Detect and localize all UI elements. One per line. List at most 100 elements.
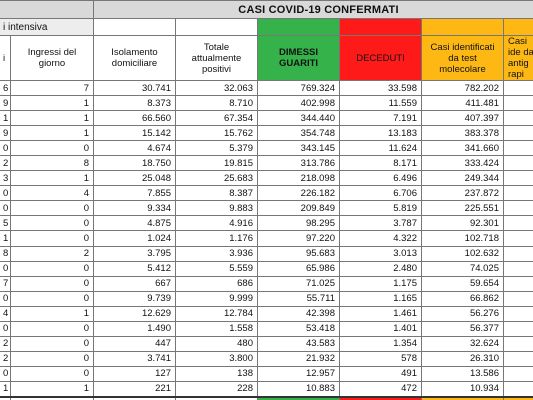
table-row: 2 0 3.741 3.800 21.932 578 26.310 (0, 350, 533, 367)
table-row: 0 4 7.855 8.387 226.182 6.706 237.872 (0, 185, 533, 202)
cell-col-antigenico (502, 290, 533, 307)
cell-col-guariti: 97.220 (257, 230, 340, 247)
header-totale-positivi: Totale attualmente positivi (175, 35, 258, 81)
sub-blank-red (339, 18, 422, 36)
cell-col-ti: 1 (0, 110, 11, 127)
cell-col-antigenico (502, 155, 533, 172)
cell-col-ti: 1 (0, 230, 11, 247)
cell-col-deceduti: 472 (339, 380, 422, 398)
cell-col-antigenico (502, 125, 533, 142)
cell-col-ingressi: 0 (10, 290, 94, 307)
cell-col-antigenico (502, 380, 533, 398)
cell-col-antigenico (502, 230, 533, 247)
cell-col-molecolare: 341.660 (421, 140, 504, 157)
cell-col-deceduti: 11.624 (339, 140, 422, 157)
cell-col-molecolare: 383.378 (421, 125, 504, 142)
cell-col-molecolare: 92.301 (421, 215, 504, 232)
cell-col-isolamento: 3.795 (93, 245, 176, 262)
cell-col-totale: 9.999 (175, 290, 258, 307)
title-lead-cell (0, 0, 94, 19)
table-row: 2 8 18.750 19.815 313.786 8.171 333.424 (0, 155, 533, 172)
cell-col-antigenico (502, 365, 533, 382)
cell-col-ingressi: 7 (10, 79, 94, 97)
terapia-intensiva-subheader: i intensiva (0, 18, 94, 36)
cell-col-deceduti: 33.598 (339, 79, 422, 97)
cell-col-molecolare: 59.654 (421, 275, 504, 292)
table-row: 0 0 127 138 12.957 491 13.586 (0, 365, 533, 382)
cell-col-deceduti: 11.559 (339, 95, 422, 112)
cell-col-ingressi: 0 (10, 275, 94, 292)
cell-col-deceduti: 578 (339, 350, 422, 367)
cell-col-antigenico (502, 79, 533, 97)
cell-col-antigenico (502, 260, 533, 277)
cell-col-deceduti: 4.322 (339, 230, 422, 247)
cell-col-isolamento: 127 (93, 365, 176, 382)
cell-col-deceduti: 6.496 (339, 170, 422, 187)
cell-col-isolamento: 30.741 (93, 79, 176, 97)
cell-col-isolamento: 66.560 (93, 110, 176, 127)
cell-col-deceduti: 3.787 (339, 215, 422, 232)
title-row: CASI COVID-19 CONFERMATI (0, 0, 533, 19)
cell-col-ti: 0 (0, 200, 11, 217)
cell-col-isolamento: 4.674 (93, 140, 176, 157)
cell-col-antigenico (502, 95, 533, 112)
sub-blank-orange-2 (502, 18, 533, 36)
table-row: 3 1 25.048 25.683 218.098 6.496 249.344 (0, 170, 533, 187)
cell-col-deceduti: 8.171 (339, 155, 422, 172)
table-row: 6 7 30.741 32.063 769.324 33.598 782.202 (0, 79, 533, 97)
cell-col-ingressi: 1 (10, 125, 94, 142)
cell-col-totale: 1.176 (175, 230, 258, 247)
cell-col-deceduti: 1.401 (339, 320, 422, 337)
cell-col-isolamento: 1.024 (93, 230, 176, 247)
cell-col-guariti: 344.440 (257, 110, 340, 127)
cell-col-molecolare: 74.025 (421, 260, 504, 277)
cell-col-molecolare: 26.310 (421, 350, 504, 367)
cell-col-totale: 25.683 (175, 170, 258, 187)
cell-col-isolamento: 9.739 (93, 290, 176, 307)
cell-col-antigenico (502, 320, 533, 337)
cell-col-ingressi: 0 (10, 320, 94, 337)
cell-col-molecolare: 782.202 (421, 79, 504, 97)
cell-col-totale: 9.883 (175, 200, 258, 217)
cell-col-molecolare: 10.934 (421, 380, 504, 398)
sub-blank-green (257, 18, 340, 36)
cell-col-ti: 0 (0, 140, 11, 157)
table-row: 2 0 447 480 43.583 1.354 32.624 (0, 335, 533, 352)
total-row: 127239.644228.3963.851.661126.0464.066.9… (0, 396, 533, 400)
cell-col-isolamento: 5.412 (93, 260, 176, 277)
cell-col-totale: 1.558 (175, 320, 258, 337)
cell-col-molecolare: 225.551 (421, 200, 504, 217)
cell-col-totale: 3.800 (175, 350, 258, 367)
cell-col-totale: 686 (175, 275, 258, 292)
cell-col-ingressi: 4 (10, 185, 94, 202)
cell-col-ingressi: 1 (10, 110, 94, 127)
cell-col-deceduti: 1.175 (339, 275, 422, 292)
cell-col-antigenico (502, 350, 533, 367)
cell-col-ti: 0 (0, 290, 11, 307)
table-row: 0 0 9.334 9.883 209.849 5.819 225.551 (0, 200, 533, 217)
cell-col-antigenico (502, 215, 533, 232)
cell-col-ti: 4 (0, 305, 11, 322)
cell-col-deceduti: 13.183 (339, 125, 422, 142)
cell-col-totale: 32.063 (175, 79, 258, 97)
cell-col-totale: 8.387 (175, 185, 258, 202)
cell-col-isolamento: 12.629 (93, 305, 176, 322)
cell-col-isolamento: 221 (93, 380, 176, 398)
cell-col-guariti: 313.786 (257, 155, 340, 172)
cell-col-totale: 228 (175, 380, 258, 398)
cell-col-molecolare: 66.862 (421, 290, 504, 307)
table-row: 1 1 66.560 67.354 344.440 7.191 407.397 (0, 110, 533, 127)
cell-col-ingressi: 1 (10, 305, 94, 322)
cell-col-ingressi: 0 (10, 215, 94, 232)
table-row: 9 1 8.373 8.710 402.998 11.559 411.481 (0, 95, 533, 112)
cell-col-ingressi: 1 (10, 380, 94, 398)
table-row: 5 0 4.875 4.916 98.295 3.787 92.301 (0, 215, 533, 232)
cell-col-ingressi: 0 (10, 230, 94, 247)
cell-col-guariti: 71.025 (257, 275, 340, 292)
cell-col-ingressi: 1 (10, 170, 94, 187)
header-dimessi-guariti: DIMESSI GUARITI (257, 35, 340, 81)
cell-col-ti: 0 (0, 365, 11, 382)
cell-col-ingressi: 0 (10, 200, 94, 217)
